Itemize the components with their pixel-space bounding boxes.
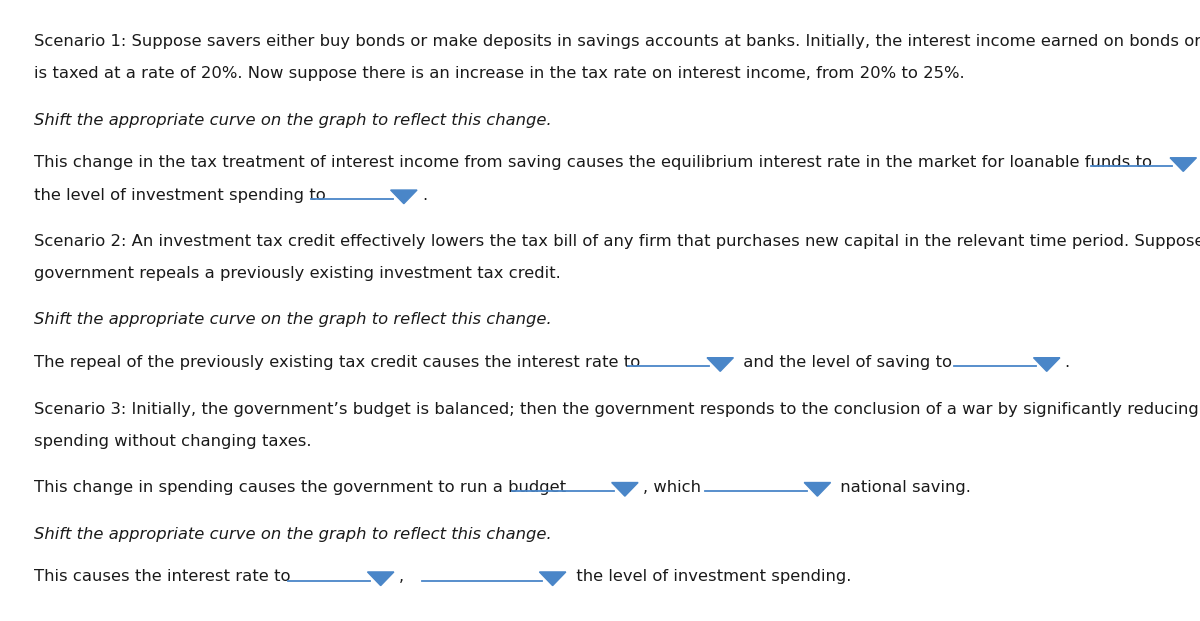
Text: is taxed at a rate of 20%. Now suppose there is an increase in the tax rate on i: is taxed at a rate of 20%. Now suppose t… <box>34 66 965 81</box>
Text: This causes the interest rate to: This causes the interest rate to <box>34 569 295 584</box>
Text: Shift the appropriate curve on the graph to reflect this change.: Shift the appropriate curve on the graph… <box>34 113 551 128</box>
Text: the level of investment spending to: the level of investment spending to <box>34 188 331 202</box>
Text: national saving.: national saving. <box>835 480 971 495</box>
Text: .: . <box>422 188 427 202</box>
Text: .: . <box>1064 355 1070 370</box>
Text: ,: , <box>398 569 414 584</box>
Text: This change in the tax treatment of interest income from saving causes the equil: This change in the tax treatment of inte… <box>34 155 1157 170</box>
Polygon shape <box>367 572 394 586</box>
Polygon shape <box>707 358 733 371</box>
Text: This change in spending causes the government to run a budget: This change in spending causes the gover… <box>34 480 571 495</box>
Polygon shape <box>1033 358 1060 371</box>
Text: spending without changing taxes.: spending without changing taxes. <box>34 434 311 449</box>
Text: Scenario 3: Initially, the government’s budget is balanced; then the government : Scenario 3: Initially, the government’s … <box>34 402 1200 417</box>
Text: , which: , which <box>643 480 706 495</box>
Polygon shape <box>540 572 566 586</box>
Text: Scenario 2: An investment tax credit effectively lowers the tax bill of any firm: Scenario 2: An investment tax credit eff… <box>34 234 1200 249</box>
Polygon shape <box>804 483 830 496</box>
Text: The repeal of the previously existing tax credit causes the interest rate to: The repeal of the previously existing ta… <box>34 355 646 370</box>
Text: Shift the appropriate curve on the graph to reflect this change.: Shift the appropriate curve on the graph… <box>34 527 551 542</box>
Text: the level of investment spending.: the level of investment spending. <box>571 569 851 584</box>
Text: government repeals a previously existing investment tax credit.: government repeals a previously existing… <box>34 266 560 281</box>
Polygon shape <box>612 483 638 496</box>
Text: Shift the appropriate curve on the graph to reflect this change.: Shift the appropriate curve on the graph… <box>34 312 551 327</box>
Text: Scenario 1: Suppose savers either buy bonds or make deposits in savings accounts: Scenario 1: Suppose savers either buy bo… <box>34 34 1200 49</box>
Text: and the level of saving to: and the level of saving to <box>738 355 958 370</box>
Polygon shape <box>1170 158 1196 171</box>
Polygon shape <box>391 190 418 204</box>
